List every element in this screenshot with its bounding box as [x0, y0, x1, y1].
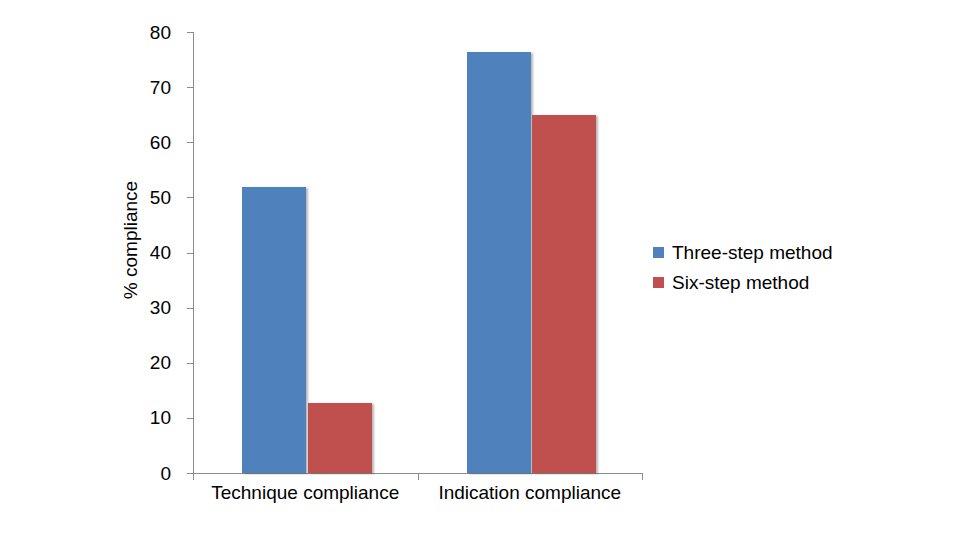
y-axis-line [193, 32, 194, 480]
legend: Three-step method Six-step method [653, 237, 833, 297]
legend-entry-six-step-method: Six-step method [653, 267, 833, 297]
x-axis-tick [193, 473, 194, 480]
y-axis-tick-label: 70 [96, 78, 171, 97]
bar-six-step-method-indication-compliance [532, 115, 596, 473]
x-axis-tick [642, 473, 643, 480]
y-axis-tick-label: 10 [96, 408, 171, 427]
x-category-label-indication-compliance: Indication compliance [418, 482, 643, 504]
x-axis-tick [418, 473, 419, 480]
bar-three-step-method-technique-compliance [242, 187, 306, 473]
x-category-label-technique-compliance: Technique compliance [193, 482, 418, 504]
y-axis-tick-label: 80 [96, 23, 171, 42]
legend-swatch-icon [653, 247, 664, 258]
legend-label: Six-step method [672, 273, 809, 292]
y-axis-tick [187, 32, 193, 33]
y-axis-tick [187, 418, 193, 419]
y-axis-title: % compliance [120, 140, 142, 340]
y-axis-tick-label: 0 [96, 464, 171, 483]
y-axis-tick [187, 142, 193, 143]
y-axis-tick [187, 308, 193, 309]
legend-label: Three-step method [672, 243, 833, 262]
bar-six-step-method-technique-compliance [308, 403, 372, 473]
y-axis-tick [187, 363, 193, 364]
legend-swatch-icon [653, 277, 664, 288]
y-axis-tick [187, 253, 193, 254]
y-axis-tick-label: 20 [96, 353, 171, 372]
bar-three-step-method-indication-compliance [467, 52, 531, 473]
y-axis-tick [187, 197, 193, 198]
bar-chart: 01020304050607080 % compliance Technique… [0, 0, 960, 540]
y-axis-tick [187, 87, 193, 88]
legend-entry-three-step-method: Three-step method [653, 237, 833, 267]
